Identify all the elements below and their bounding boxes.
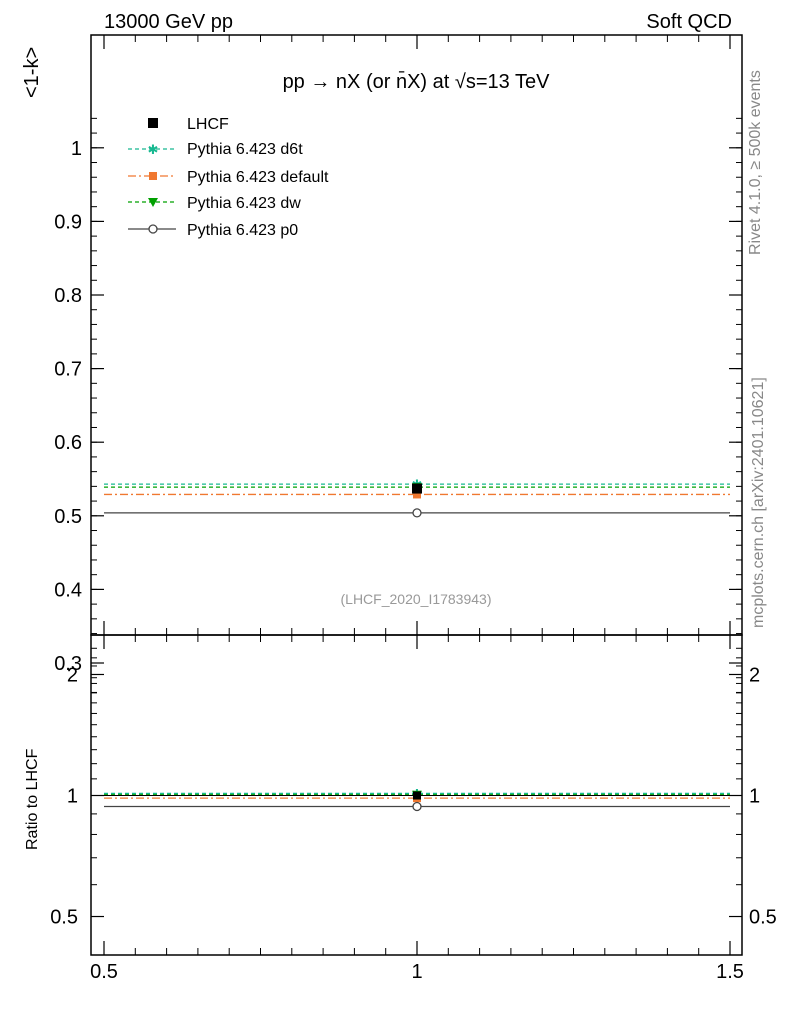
ratio-tick-label: 1 — [67, 786, 78, 808]
legend-entry-lhcf: LHCF — [148, 116, 229, 133]
plot-title: pp → nX (or n̄X) at √s=13 TeV — [283, 70, 551, 93]
y-tick-label: 0.7 — [54, 359, 82, 381]
analysis-watermark: (LHCF_2020_I1783943) — [341, 591, 492, 607]
series-marker-3 — [412, 508, 422, 518]
legend-label-p0: Pythia 6.423 p0 — [187, 222, 298, 239]
y-tick-label: 0.6 — [54, 432, 82, 454]
legend-label-d6t: Pythia 6.423 d6t — [187, 141, 303, 158]
x-tick-label: 0.5 — [90, 961, 118, 983]
x-tick-label: 1 — [411, 961, 422, 983]
legend-label-default: Pythia 6.423 default — [187, 169, 329, 186]
y-axis-label: <1-k> — [21, 47, 43, 98]
data-point-lhcf — [412, 483, 422, 494]
mcplots-label: mcplots.cern.ch [arXiv:2401.10621] — [750, 377, 767, 628]
ratio-tick-label-right: 0.5 — [749, 907, 777, 929]
y-tick-label: 0.8 — [54, 285, 82, 307]
ratio-series-markers: ✱ — [104, 786, 730, 812]
legend: LHCF ✱ Pythia 6.423 d6t Pythia 6.423 def… — [128, 116, 329, 239]
main-axis-ticks: 0.3 0.4 0.5 0.6 0.7 0.8 0.9 1 — [54, 117, 742, 693]
x-tick-label: 1.5 — [716, 961, 744, 983]
energy-label: 13000 GeV pp — [104, 11, 233, 33]
legend-marker-default — [149, 172, 157, 180]
rivet-label: Rivet 4.1.0, ≥ 500k events — [747, 70, 764, 255]
ratio-data-point-lhcf — [413, 791, 421, 800]
y-tick-label: 0.9 — [54, 211, 82, 233]
y-tick-label: 0.5 — [54, 506, 82, 528]
ratio-y-axis-label: Ratio to LHCF — [24, 748, 41, 850]
ratio-tick-label: 2 — [67, 664, 78, 686]
legend-marker-p0 — [148, 224, 158, 234]
y-tick-label: 0.4 — [54, 579, 82, 601]
legend-entry-d6t: ✱ Pythia 6.423 d6t — [128, 141, 303, 158]
legend-entry-p0: Pythia 6.423 p0 — [128, 222, 298, 239]
legend-label-dw: Pythia 6.423 dw — [187, 195, 301, 212]
ratio-tick-label-right: 1 — [749, 786, 760, 808]
ratio-axis-ticks: 0.5 0.5 1 1 2 2 — [50, 657, 777, 929]
ratio-marker-3 — [412, 801, 422, 812]
legend-marker-dw — [148, 198, 158, 207]
y-tick-label: 1 — [71, 138, 82, 160]
x-axis-ticks: 0.5 1 1.5 — [90, 35, 744, 983]
legend-label-lhcf: LHCF — [187, 116, 229, 133]
legend-marker-lhcf — [148, 118, 158, 128]
category-label: Soft QCD — [646, 11, 732, 33]
ratio-tick-label: 0.5 — [50, 907, 78, 929]
legend-entry-dw: Pythia 6.423 dw — [128, 195, 301, 212]
legend-entry-default: Pythia 6.423 default — [128, 169, 329, 186]
main-series-markers: ✱ — [412, 477, 422, 518]
series-marker-1 — [413, 490, 421, 499]
legend-marker-d6t: ✱ — [148, 142, 159, 157]
ratio-tick-label-right: 2 — [749, 664, 760, 686]
y-tick-label: 0.3 — [54, 653, 82, 675]
